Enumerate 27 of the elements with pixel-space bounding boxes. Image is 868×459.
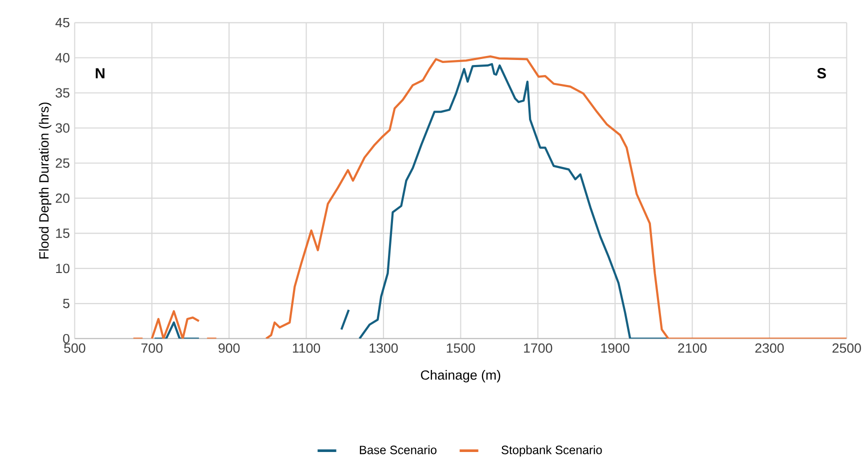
x-tick-label: 2300 xyxy=(755,344,784,353)
y-tick-label: 20 xyxy=(56,194,70,204)
x-tick-label: 1500 xyxy=(446,344,475,353)
annotation: N xyxy=(96,68,104,78)
legend-label: Stopbank Scenario xyxy=(502,446,602,457)
x-tick-label: 2500 xyxy=(832,344,861,353)
x-tick-label: 1100 xyxy=(292,344,320,353)
legend-label: Base Scenario xyxy=(360,446,436,454)
y-tick-label: 5 xyxy=(63,299,70,308)
x-tick-label: 700 xyxy=(141,344,162,353)
x-tick-label: 1700 xyxy=(524,344,552,353)
y-axis-title: Flood Depth Duration (hrs) xyxy=(38,102,52,259)
x-axis-title: Chainage (m) xyxy=(420,370,500,383)
x-tick-label: 500 xyxy=(64,344,86,353)
x-tick-label: 2100 xyxy=(678,344,707,353)
y-tick-label: 10 xyxy=(56,264,70,274)
y-tick-label: 40 xyxy=(55,53,70,63)
x-tick-label: 900 xyxy=(218,344,240,353)
y-tick-label: 15 xyxy=(56,228,70,238)
y-tick-label: 30 xyxy=(56,123,70,133)
x-tick-label: 1900 xyxy=(601,344,630,353)
y-tick-label: 35 xyxy=(56,88,70,98)
y-tick-label: 25 xyxy=(56,158,70,168)
x-tick-label: 1300 xyxy=(370,344,398,353)
annotation: S xyxy=(817,68,826,79)
y-tick-label: 0 xyxy=(63,334,70,344)
y-tick-label: 45 xyxy=(55,18,70,28)
